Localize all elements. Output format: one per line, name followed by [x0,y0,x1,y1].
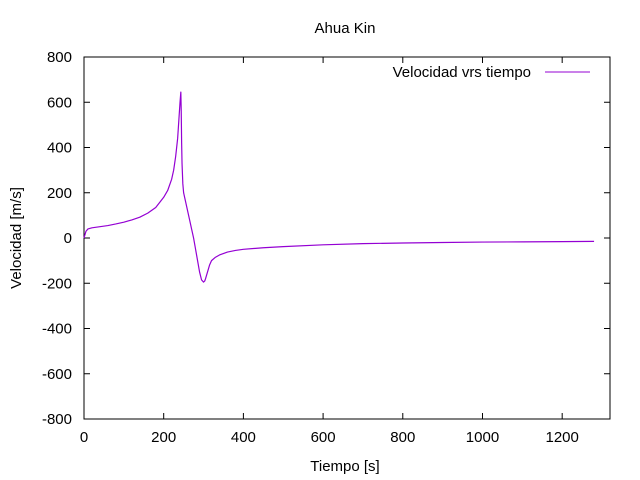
legend: Velocidad vrs tiempo [393,64,590,81]
plot-frame [83,56,611,420]
x-tick-label: 0 [80,429,88,446]
y-tick-label: 600 [47,94,72,111]
y-tick-label: -800 [42,411,72,428]
x-tick-label: 1200 [545,429,578,446]
y-tick-label: 800 [47,49,72,66]
tick-group: 0 200 400 600 800 1000 1200 -800 -600 -400 -200 0 20… [42,49,610,446]
x-tick-label: 400 [231,429,256,446]
x-tick-label: 800 [390,429,415,446]
y-tick-label: 200 [47,185,72,202]
chart-title: Ahua Kin [315,20,376,37]
x-tick-label: 600 [311,429,336,446]
y-axis-label: Velocidad [m/s] [8,187,25,289]
y-tick-label: 0 [64,230,72,247]
y-tick-label: -200 [42,275,72,292]
y-tick-label: -400 [42,321,72,338]
x-tick-label: 1000 [466,429,499,446]
y-tick-label: 400 [47,140,72,157]
x-tick-label: 200 [151,429,176,446]
x-axis-label: Tiempo [s] [310,458,379,475]
series-layer [83,91,595,283]
series-line [83,91,595,283]
y-tick-label: -600 [42,366,72,383]
legend-label: Velocidad vrs tiempo [393,64,531,81]
